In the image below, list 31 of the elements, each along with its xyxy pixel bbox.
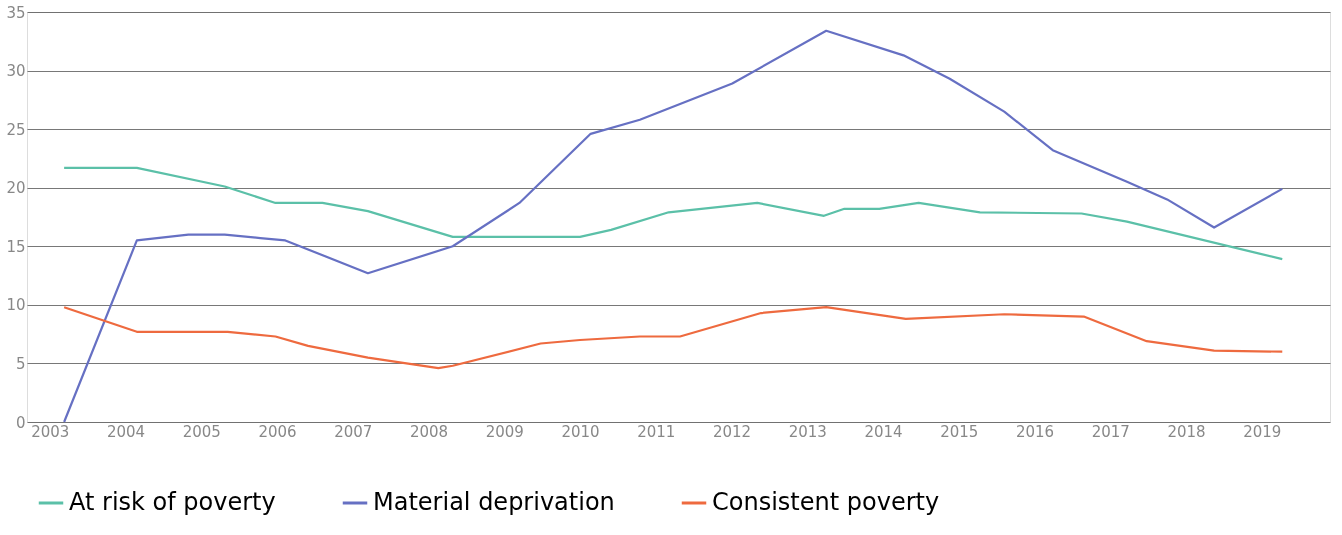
x-tick-label: 2006 [258,422,297,441]
y-tick-label: 20 [6,179,26,198]
y-tick-label: 25 [6,120,26,139]
y-tick-label: 30 [6,62,26,81]
x-tick-label: 2016 [1015,422,1055,441]
legend-label: Material deprivation [373,488,615,516]
y-tick-label: 5 [15,354,26,373]
x-tick-label: 2011 [637,422,676,441]
line-series [63,306,1284,370]
legend-label: Consistent poverty [712,488,940,516]
y-tick-label: 0 [15,413,26,432]
line-series [63,29,1284,424]
x-tick-label: 2018 [1167,422,1206,441]
line-series [63,166,1284,261]
x-tick-label: 2003 [31,422,70,441]
x-tick-label: 2007 [334,422,373,441]
x-tick-label: 2014 [864,422,903,441]
x-tick-label: 2010 [561,422,600,441]
y-tick-label: 35 [6,3,26,22]
x-tick-label: 2005 [182,422,221,441]
y-tick-label: 15 [6,237,26,256]
x-tick-label: 2008 [409,422,449,441]
x-tick-label: 2015 [940,422,979,441]
legend-label: At risk of poverty [69,488,276,516]
x-tick-label: 2017 [1091,422,1130,441]
x-tick-label: 2004 [106,422,146,441]
x-tick-label: 2009 [485,422,524,441]
x-tick-label: 2012 [712,422,752,441]
y-tick-label: 10 [6,296,26,315]
x-tick-label: 2019 [1243,422,1282,441]
x-tick-label: 2013 [788,422,827,441]
